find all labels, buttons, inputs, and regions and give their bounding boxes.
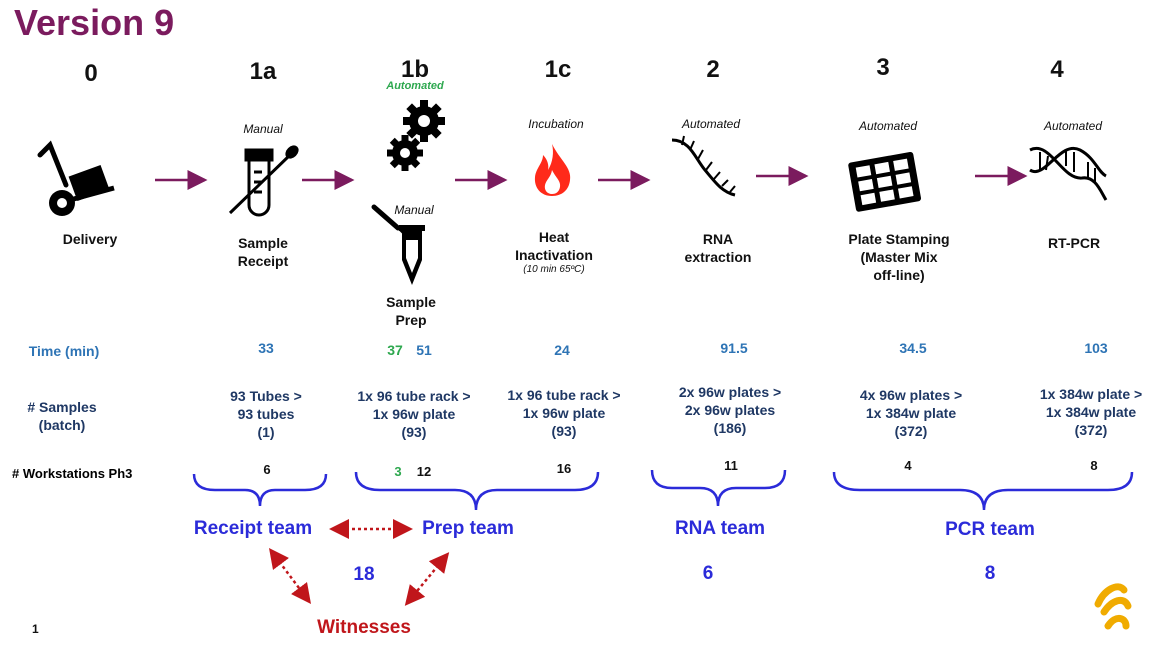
- witness-arrows: [269, 519, 450, 606]
- row-label-workstations: # Workstations Ph3: [12, 466, 133, 481]
- mode-label-1a: Manual: [243, 122, 283, 136]
- team-prep: Prep team: [422, 518, 514, 539]
- time-4: 103: [1084, 340, 1108, 356]
- step-number-2: 2: [706, 56, 720, 83]
- stage-heat-inactivation: Heat Inactivation: [515, 229, 593, 263]
- time-1b-manual: 51: [416, 342, 432, 358]
- rna-strand-icon: [671, 135, 736, 197]
- time-1a: 33: [258, 340, 274, 356]
- stage-plate-stamping: Plate Stamping (Master Mix off-line): [848, 231, 950, 283]
- workstations-1a: 6: [263, 462, 271, 477]
- mode-label-1b-manual: Manual: [394, 203, 434, 217]
- team-receipt: Receipt team: [193, 518, 313, 539]
- time-2: 91.5: [720, 340, 748, 356]
- workstations-2: 11: [724, 458, 738, 473]
- step-number-4: 4: [1050, 56, 1064, 83]
- dna-helix-icon: [1029, 146, 1108, 201]
- team-pcr: PCR team: [945, 519, 1035, 540]
- workstations-1b-manual: 12: [416, 464, 432, 479]
- team-rna: RNA team: [674, 518, 766, 539]
- workstations-4: 8: [1090, 458, 1098, 473]
- witnesses-label: Witnesses: [317, 617, 411, 638]
- stage-delivery: Delivery: [62, 231, 118, 247]
- workstations-1b-automated: 3: [394, 464, 402, 479]
- row-label-time: Time (min): [28, 343, 100, 359]
- stage-sample-receipt: Sample Receipt: [237, 235, 289, 269]
- stage-heat-note: (10 min 65ºC): [523, 264, 585, 275]
- mode-label-1b-automated: Automated: [386, 80, 444, 92]
- mode-label-1c: Incubation: [528, 117, 584, 131]
- page-number: 1: [32, 622, 39, 636]
- stage-rna-extraction: RNA extraction: [684, 231, 752, 265]
- company-logo-icon: [1094, 583, 1132, 630]
- flame-icon: [534, 144, 571, 196]
- team-count-pcr: 8: [984, 563, 996, 584]
- workstations-1c: 16: [556, 461, 572, 476]
- test-tube-swab-icon: [228, 145, 299, 217]
- stage-sample-prep: Sample Prep: [386, 294, 436, 328]
- mode-label-4: Automated: [1043, 119, 1103, 133]
- samples-4: 1x 384w plate >1x 384w plate (372): [1039, 386, 1143, 438]
- samples-1c: 1x 96 tube rack >1x 96w plate (93): [507, 387, 621, 439]
- team-braces: [192, 469, 1134, 511]
- time-1b-automated: 37: [387, 342, 403, 358]
- mode-label-2: Automated: [681, 117, 741, 131]
- team-count-receipt-prep: 18: [353, 564, 375, 585]
- step-number-1a: 1a: [249, 58, 277, 85]
- time-1c: 24: [554, 342, 570, 358]
- step-number-1c: 1c: [544, 56, 572, 83]
- team-count-rna: 6: [702, 563, 714, 584]
- page-title: Version 9: [14, 2, 175, 43]
- step-number-3: 3: [876, 54, 890, 81]
- workstations-3: 4: [904, 458, 912, 473]
- samples-1a: 93 Tubes >93 tubes (1): [230, 388, 302, 440]
- hand-truck-icon: [37, 140, 115, 216]
- time-3: 34.5: [899, 340, 927, 356]
- well-plate-icon: [848, 151, 922, 212]
- samples-3: 4x 96w plates >1x 384w plate (372): [859, 387, 963, 439]
- row-label-samples: # Samples (batch): [27, 399, 97, 433]
- stage-rt-pcr: RT-PCR: [1047, 235, 1101, 251]
- samples-2: 2x 96w plates >2x 96w plates (186): [678, 384, 782, 436]
- mode-label-3: Automated: [858, 119, 918, 133]
- step-number-1b: 1b: [400, 56, 429, 83]
- process-arrows: [155, 166, 1028, 190]
- step-number-0: 0: [84, 60, 98, 87]
- samples-1b: 1x 96 tube rack >1x 96w plate (93): [357, 388, 471, 440]
- gears-icon: [387, 100, 445, 171]
- pipette-tube-icon: [371, 204, 425, 285]
